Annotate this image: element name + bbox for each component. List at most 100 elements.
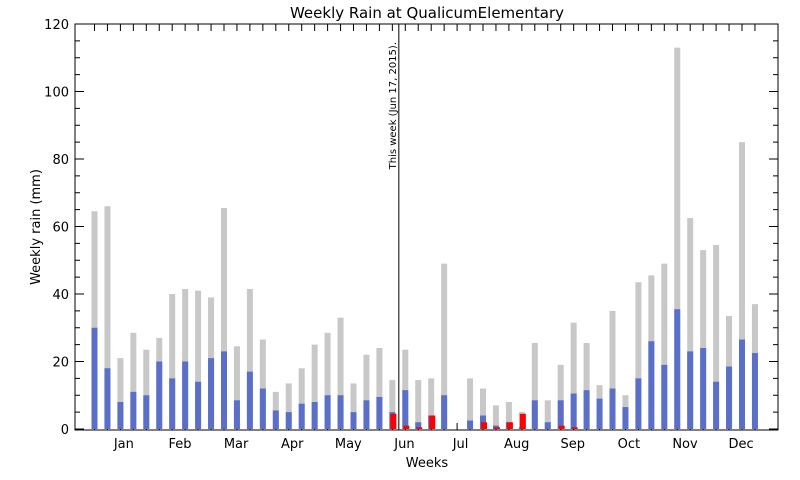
bar-series-2-week-37 (557, 400, 564, 429)
y-tick-label: 120 (44, 18, 69, 33)
bar-series-2-week-40 (596, 398, 603, 430)
bar-series-2-week-51 (739, 339, 745, 429)
bar-series-2-week-3 (117, 402, 124, 429)
bar-series-2-week-41 (609, 388, 616, 429)
annotation-group: This week (Jun 17, 2015). (388, 24, 400, 430)
bar-series-2-week-23 (376, 396, 383, 429)
bar-series-1-week-32 (492, 405, 499, 430)
bar-series-1-week-51 (739, 142, 745, 430)
bar-series-1-week-9 (195, 290, 202, 430)
bar-series-2-week-15 (272, 410, 279, 429)
bar-series-2-week-42 (622, 407, 629, 429)
y-tick-label: 0 (61, 423, 69, 438)
x-tick-label: Feb (168, 437, 191, 452)
bar-series-1-week-31 (480, 388, 486, 429)
bar-series-2-week-48 (700, 348, 707, 429)
bar-series-2-week-47 (687, 351, 694, 430)
bar-series-2-week-35 (531, 400, 538, 429)
bar-series-2-week-44 (648, 341, 655, 429)
bar-series-2-week-50 (726, 366, 733, 429)
x-axis: Jan Feb Mar Apr May Jun Jul Aug Sep Oct Nov Dec (94, 24, 756, 452)
bar-series-1-week-41 (609, 310, 616, 430)
x-tick-label: Aug (504, 437, 529, 452)
bar-series-3-week-33 (506, 422, 513, 429)
y-axis: 0 20 40 60 80 100 120 (44, 18, 778, 438)
bar-series-1-week-26 (415, 380, 422, 429)
bar-series-2-week-9 (195, 381, 202, 429)
y-tick-label: 100 (44, 86, 69, 101)
y-tick-label: 60 (52, 221, 69, 236)
bar-series-2-week-22 (363, 400, 370, 429)
this-week-label: This week (Jun 17, 2015). (388, 42, 399, 170)
bar-series-1-week-5 (143, 349, 150, 429)
bar-series-2-week-52 (751, 353, 758, 429)
y-tick-label: 80 (52, 153, 69, 168)
y-tick-label: 40 (52, 288, 69, 303)
bar-series-1-week-35 (531, 342, 538, 429)
bar-series-2-week-2 (104, 368, 111, 429)
x-axis-label: Weeks (406, 456, 449, 471)
bar-series-1-week-24 (389, 380, 396, 429)
bar-series-2-week-28 (441, 395, 448, 429)
bar-series-1-week-12 (233, 346, 240, 429)
bar-series-3-week-37 (558, 425, 565, 430)
bar-series-2-week-6 (156, 361, 163, 429)
bar-series-1-week-21 (350, 383, 357, 429)
bar-series-1-week-38 (570, 322, 577, 429)
x-tick-label: Nov (672, 437, 698, 452)
x-tick-label: Apr (281, 437, 304, 452)
bar-series-2-week-11 (221, 351, 227, 430)
bar-series-1-week-28 (441, 263, 448, 430)
bar-series-3-week-27 (429, 415, 436, 429)
x-tick-label: Jun (393, 437, 414, 452)
bar-series (91, 47, 758, 430)
bar-series-3-week-34 (519, 413, 526, 429)
x-tick-label: Jan (113, 437, 134, 452)
bar-series-1-week-25 (402, 349, 409, 429)
bar-series-1-week-19 (324, 332, 331, 429)
bar-series-1-week-2 (104, 206, 111, 429)
plot-frame (74, 23, 779, 431)
x-tick-label: Oct (618, 437, 640, 452)
bar-series-1-week-17 (298, 368, 305, 429)
bar-series-2-week-10 (208, 358, 215, 430)
bar-series-1-week-3 (117, 358, 124, 430)
y-tick-label: 20 (52, 356, 69, 371)
bar-series-2-week-14 (259, 388, 266, 429)
bar-series-1-week-45 (661, 263, 668, 430)
bar-series-2-week-20 (337, 395, 344, 429)
bar-series-1-week-30 (467, 378, 474, 430)
bar-series-2-week-12 (233, 400, 240, 429)
bar-series-2-week-16 (285, 412, 292, 430)
bar-series-1-week-43 (635, 282, 642, 429)
bar-series-1-week-47 (687, 218, 694, 429)
bar-series-3-week-38 (571, 427, 578, 429)
bar-series-1-week-48 (700, 250, 707, 430)
bar-series-1-week-4 (130, 332, 137, 429)
bar-series-3-week-24 (390, 413, 397, 429)
bar-series-2-week-39 (583, 390, 590, 429)
x-tick-label: Jul (452, 437, 469, 452)
bar-series-2-week-49 (713, 381, 720, 429)
x-tick-label: Dec (729, 437, 754, 452)
bar-series-2-week-25 (402, 390, 409, 429)
bar-series-1-week-46 (674, 47, 681, 430)
bar-series-1-week-22 (363, 354, 370, 429)
bar-series-1-week-13 (246, 288, 253, 429)
bar-series-3-week-31 (481, 422, 487, 429)
bar-series-2-week-5 (143, 395, 150, 429)
bar-series-1-week-27 (428, 378, 435, 430)
bar-series-1-week-8 (182, 288, 189, 429)
bar-series-2-week-18 (311, 402, 318, 429)
bar-series-2-week-36 (544, 422, 551, 429)
bar-series-1-week-36 (544, 400, 551, 429)
bar-series-2-week-4 (130, 391, 137, 430)
bar-series-2-week-30 (467, 420, 474, 429)
bar-series-1-week-49 (713, 245, 720, 429)
y-axis-label: Weekly rain (mm) (29, 169, 44, 285)
x-tick-label: Mar (224, 437, 249, 452)
bar-series-2-week-46 (674, 309, 681, 429)
bar-series-2-week-1 (91, 327, 98, 429)
bar-series-2-week-21 (350, 412, 357, 430)
bar-series-2-week-13 (246, 371, 253, 430)
